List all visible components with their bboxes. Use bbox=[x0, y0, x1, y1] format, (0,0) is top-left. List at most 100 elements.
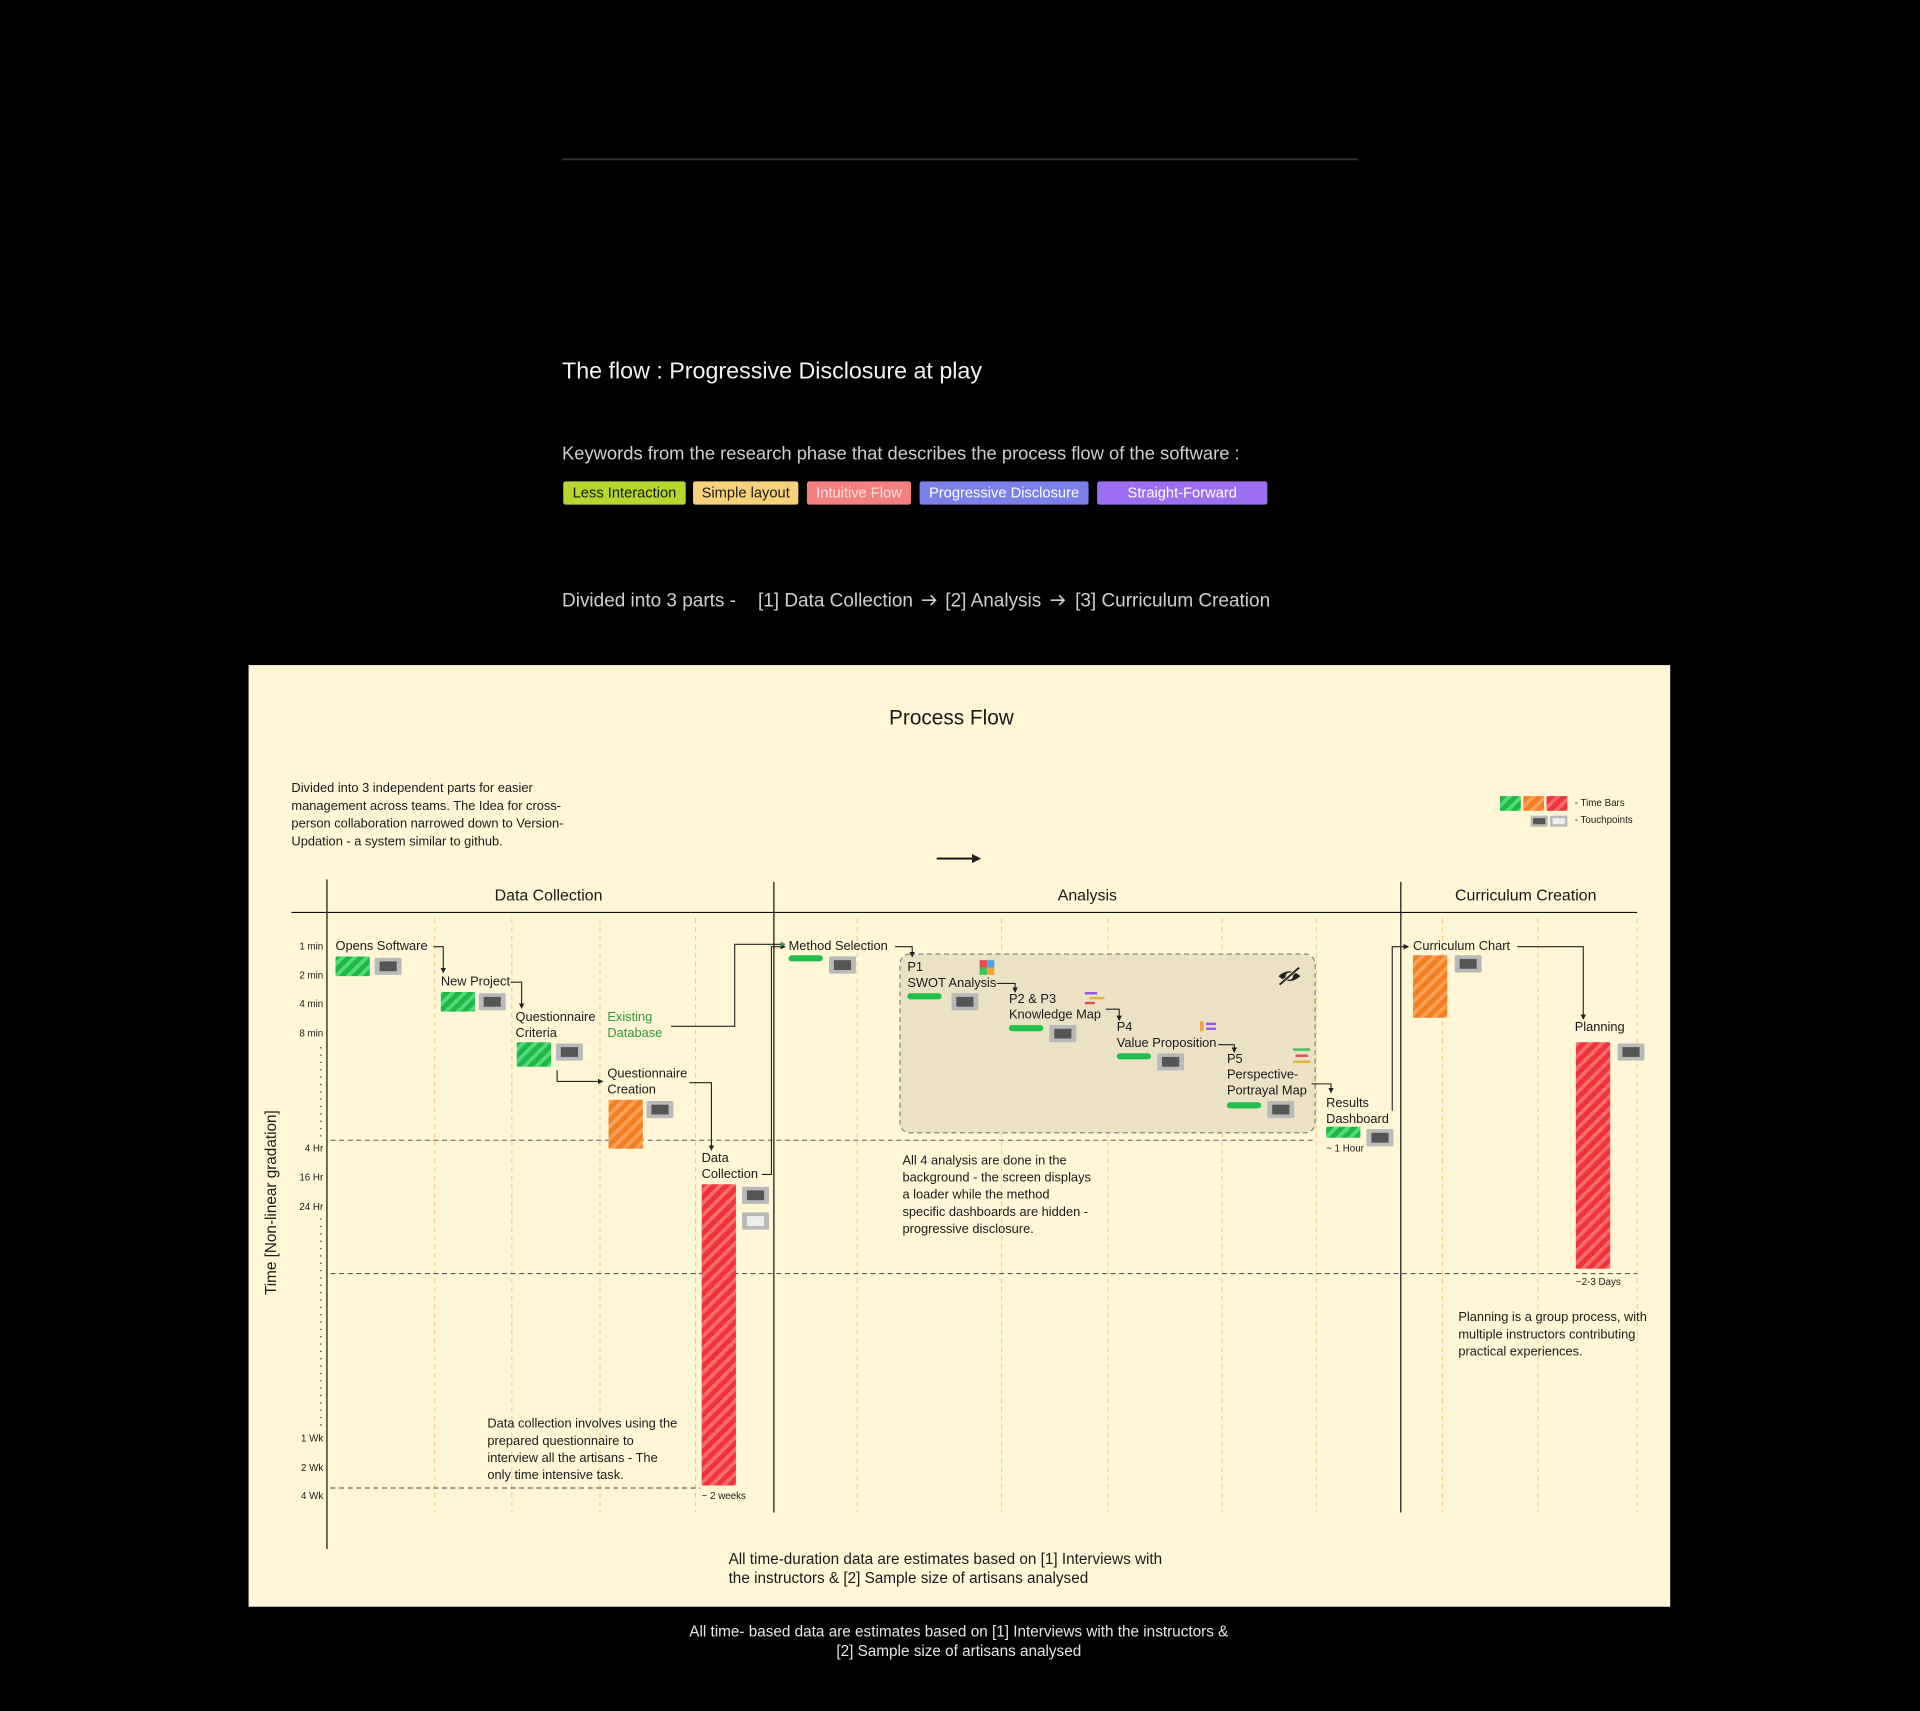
touchpoint-screen bbox=[560, 1047, 578, 1057]
part: [1] Data Collection bbox=[758, 590, 913, 611]
note-line: Data collection involves using the bbox=[487, 1416, 677, 1431]
time-tick-label: 24 Hr bbox=[299, 1202, 324, 1213]
duration-label: ~ 1 Hour bbox=[1326, 1143, 1365, 1154]
time-bar bbox=[701, 1184, 736, 1486]
part: [2] Analysis bbox=[945, 590, 1041, 611]
legend-label: - Time Bars bbox=[1575, 798, 1625, 809]
time-tick-label: 1 min bbox=[299, 941, 323, 952]
keyword-tags: Less Interaction Simple layout Intuitive F… bbox=[563, 481, 1268, 505]
touchpoint-screen bbox=[833, 960, 852, 970]
time-tick-label: 4 Wk bbox=[301, 1491, 323, 1502]
time-bar bbox=[608, 1099, 643, 1149]
note-line: progressive disclosure. bbox=[902, 1221, 1033, 1236]
time-bar bbox=[1116, 1053, 1152, 1060]
step-label: Planning bbox=[1575, 1019, 1625, 1034]
time-bar bbox=[1008, 1025, 1044, 1032]
step-label: Questionnaire bbox=[607, 1065, 687, 1080]
note-line: Updation - a system similar to github. bbox=[291, 833, 502, 848]
hidden-icon bbox=[1278, 966, 1301, 987]
time-bar bbox=[788, 955, 823, 962]
note-line: Planning is a group process, with bbox=[1458, 1309, 1646, 1324]
note-line: prepared questionnaire to bbox=[487, 1433, 633, 1448]
time-tick-label: 8 min bbox=[299, 1028, 323, 1039]
step-label: Collection bbox=[702, 1166, 758, 1181]
note-line: practical experiences. bbox=[1458, 1343, 1582, 1358]
step-label: SWOT Analysis bbox=[907, 975, 996, 990]
diagram-panel bbox=[248, 665, 1671, 1607]
keyword-tag bbox=[806, 481, 912, 505]
step-label: New Project bbox=[441, 974, 511, 989]
footnote-line: the instructors & [2] Sample size of art… bbox=[729, 1570, 1089, 1587]
step-label: Data bbox=[702, 1150, 730, 1165]
step-label: Dashboard bbox=[1326, 1111, 1389, 1126]
parts-intro: Divided into 3 parts - bbox=[562, 590, 736, 611]
touchpoint-screen bbox=[746, 1216, 765, 1226]
arrow bbox=[922, 594, 937, 606]
time-tick-label: 2 min bbox=[299, 971, 323, 982]
touchpoint-screen bbox=[1371, 1132, 1389, 1143]
step-label: Knowledge Map bbox=[1009, 1007, 1101, 1022]
keyword-tag bbox=[693, 481, 799, 505]
time-bar bbox=[907, 993, 942, 1000]
keyword-label: Straight-Forward bbox=[1128, 486, 1237, 502]
keyword-label: Less Interaction bbox=[573, 486, 677, 502]
time-bar bbox=[335, 956, 370, 977]
duration-label: ~ 2 weeks bbox=[702, 1491, 746, 1502]
step-label: Curriculum Chart bbox=[1413, 938, 1510, 953]
data-source-label: Database bbox=[607, 1025, 662, 1040]
step-label: Opens Software bbox=[336, 938, 428, 953]
note-line: management across teams. The Idea for cr… bbox=[291, 798, 561, 813]
step-label: Creation bbox=[607, 1081, 656, 1096]
footnote-line: All time-duration data are estimates bas… bbox=[729, 1551, 1163, 1568]
step-label: P1 bbox=[907, 959, 923, 974]
note-line: a loader while the method bbox=[902, 1187, 1049, 1202]
keyword-label: Intuitive Flow bbox=[816, 486, 902, 502]
note-line: background - the screen displays bbox=[902, 1170, 1090, 1185]
note-line: interview all the artisans - The bbox=[487, 1450, 657, 1465]
touchpoint-screen bbox=[1162, 1056, 1180, 1067]
keywords-intro: Keywords from the research phase that de… bbox=[562, 442, 1240, 463]
note-line: only time intensive task. bbox=[487, 1467, 623, 1482]
caption-line: All time- based data are estimates based… bbox=[689, 1623, 1228, 1640]
time-tick-label: 2 Wk bbox=[301, 1463, 323, 1474]
note-line: Divided into 3 independent parts for eas… bbox=[291, 780, 533, 795]
legend-label: - Touchpoints bbox=[1575, 815, 1633, 826]
method-icons bbox=[979, 960, 1311, 1064]
hidden-analysis-panel bbox=[899, 953, 1316, 1134]
connectors bbox=[433, 941, 1587, 1176]
time-bar bbox=[440, 992, 476, 1012]
touchpoint-screen bbox=[651, 1104, 669, 1115]
time-bar bbox=[1326, 1126, 1361, 1138]
keyword-tag bbox=[563, 481, 686, 505]
note-line: All 4 analysis are done in the bbox=[902, 1152, 1066, 1167]
touchpoint-screen bbox=[483, 996, 501, 1007]
diagram-title: Process Flow bbox=[889, 706, 1015, 729]
time-bar bbox=[1575, 1042, 1611, 1269]
step-label: P2 & P3 bbox=[1009, 991, 1056, 1006]
time-tick-label: 16 Hr bbox=[299, 1173, 324, 1184]
touchpoint-screen bbox=[1272, 1104, 1290, 1115]
arrow bbox=[1050, 594, 1066, 606]
section-title: The flow : Progressive Disclosure at pla… bbox=[562, 358, 982, 384]
step-label: P4 bbox=[1117, 1019, 1133, 1034]
step-label: Results bbox=[1326, 1095, 1369, 1110]
note-line: multiple instructors contributing bbox=[1458, 1326, 1635, 1341]
step-label: Value Proposition bbox=[1117, 1035, 1217, 1050]
touchpoint-screen bbox=[1622, 1047, 1640, 1057]
process-flow-diagram: Process Flow bbox=[248, 665, 1671, 1607]
time-tick-label: 4 min bbox=[299, 999, 323, 1010]
step-label: Portrayal Map bbox=[1227, 1083, 1307, 1098]
keyword-label: Progressive Disclosure bbox=[929, 486, 1079, 502]
step-label: P5 bbox=[1227, 1051, 1243, 1066]
touchpoint-screen bbox=[379, 961, 397, 972]
step-label: Method Selection bbox=[789, 938, 888, 953]
step-label: Criteria bbox=[516, 1025, 558, 1040]
keyword-label: Simple layout bbox=[702, 486, 790, 502]
time-bar bbox=[516, 1042, 552, 1067]
time-bar bbox=[1413, 955, 1448, 1018]
touchpoint-screen bbox=[746, 1190, 765, 1201]
legend bbox=[1500, 796, 1568, 827]
part: [3] Curriculum Creation bbox=[1075, 590, 1270, 611]
duration-label: ~2-3 Days bbox=[1576, 1277, 1621, 1288]
